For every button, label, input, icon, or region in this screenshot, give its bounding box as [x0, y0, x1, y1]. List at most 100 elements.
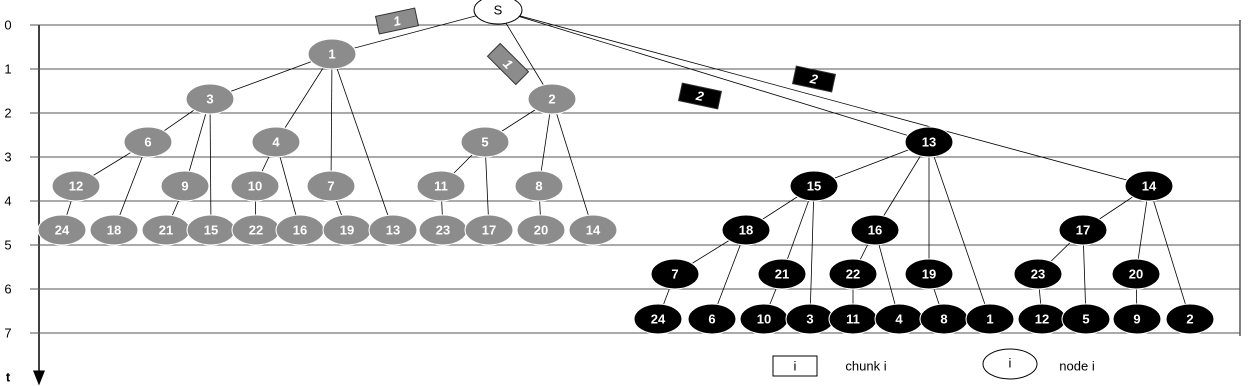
node-label: 17: [1076, 223, 1090, 238]
edge: [551, 98, 594, 231]
node: [464, 214, 514, 246]
node-label: 22: [846, 267, 860, 282]
node: [306, 170, 356, 202]
node: [904, 126, 954, 158]
node-label: 5: [481, 135, 488, 150]
node-label: 5: [1082, 312, 1089, 327]
root-node: [473, 0, 523, 25]
time-axis-label: t: [6, 370, 11, 385]
node: [687, 303, 737, 335]
node-label: 7: [327, 179, 334, 194]
node: [1058, 214, 1108, 246]
node: [89, 214, 139, 246]
node-label: 22: [249, 223, 263, 238]
node: [123, 126, 173, 158]
node: [514, 170, 564, 202]
node-label: 1: [986, 312, 993, 327]
chunk-box: [791, 65, 837, 93]
node-label: 8: [535, 179, 542, 194]
legend-chunk-symbol: i: [794, 359, 797, 374]
edge: [928, 141, 991, 320]
node-label: 11: [434, 179, 448, 194]
legend-node-symbol: i: [1009, 356, 1012, 371]
node: [965, 303, 1015, 335]
node-label: 19: [922, 267, 936, 282]
node-label: 19: [340, 223, 354, 238]
node-label: 14: [586, 223, 601, 238]
node-label: 11: [846, 312, 860, 327]
node-label: 4: [272, 135, 280, 150]
node-label: 3: [806, 312, 813, 327]
chunk-text: 1: [392, 13, 402, 29]
edge: [497, 9, 553, 100]
node-label: 16: [293, 223, 307, 238]
node: [828, 258, 878, 290]
legend-chunk-text: chunk i: [845, 359, 886, 374]
time-label: 7: [4, 326, 11, 341]
node: [230, 170, 280, 202]
node-label: 3: [206, 92, 213, 107]
node-label: 13: [922, 135, 936, 150]
time-label: 2: [4, 106, 11, 121]
node: [1111, 258, 1161, 290]
node-label: 1: [328, 47, 335, 62]
node-label: 15: [807, 179, 821, 194]
node: [633, 303, 683, 335]
node-label: 8: [940, 312, 947, 327]
node-label: 24: [55, 223, 70, 238]
legend-chunk-box: [772, 355, 818, 377]
node: [37, 214, 87, 246]
chunk-label: 1: [486, 42, 530, 86]
node-label: 18: [107, 223, 121, 238]
node-label: 24: [651, 312, 666, 327]
node-label: 12: [1035, 312, 1049, 327]
node-label: 9: [1133, 312, 1140, 327]
chunk-box: [677, 82, 723, 110]
node-label: 7: [671, 267, 678, 282]
node-label: 9: [181, 179, 188, 194]
edge: [330, 53, 333, 187]
node-label: 6: [708, 312, 715, 327]
node-label: 21: [159, 223, 173, 238]
edge: [809, 185, 815, 320]
chunk-box: [374, 7, 420, 35]
edge: [497, 9, 930, 143]
node-label: 23: [1031, 267, 1045, 282]
chunk-text: 2: [694, 88, 706, 105]
time-label: 5: [4, 238, 11, 253]
chunk-text: 2: [808, 71, 820, 88]
time-label: 3: [4, 150, 11, 165]
node: [185, 83, 235, 115]
edge: [497, 9, 1150, 187]
time-label: 1: [4, 62, 11, 77]
edge: [331, 9, 499, 55]
time-label: 0: [4, 18, 11, 33]
node: [368, 214, 418, 246]
node-label: 16: [868, 223, 882, 238]
node-label: 15: [204, 223, 218, 238]
root-label: S: [494, 3, 503, 18]
node: [568, 214, 618, 246]
node: [1061, 303, 1111, 335]
node: [416, 170, 466, 202]
node-label: 21: [775, 267, 789, 282]
node: [850, 214, 900, 246]
node: [904, 258, 954, 290]
node: [527, 83, 577, 115]
edge: [209, 98, 212, 231]
node-label: 17: [482, 223, 496, 238]
chunk-box: [486, 42, 530, 86]
node: [460, 126, 510, 158]
node: [1165, 303, 1215, 335]
node-label: 10: [248, 179, 262, 194]
node-label: 10: [757, 312, 771, 327]
node: [1013, 258, 1063, 290]
edge: [275, 53, 333, 143]
node: [251, 126, 301, 158]
node-label: 20: [534, 223, 548, 238]
node: [516, 214, 566, 246]
node: [307, 38, 357, 70]
chunk-label: 1: [374, 7, 420, 35]
node-label: 20: [1129, 267, 1143, 282]
